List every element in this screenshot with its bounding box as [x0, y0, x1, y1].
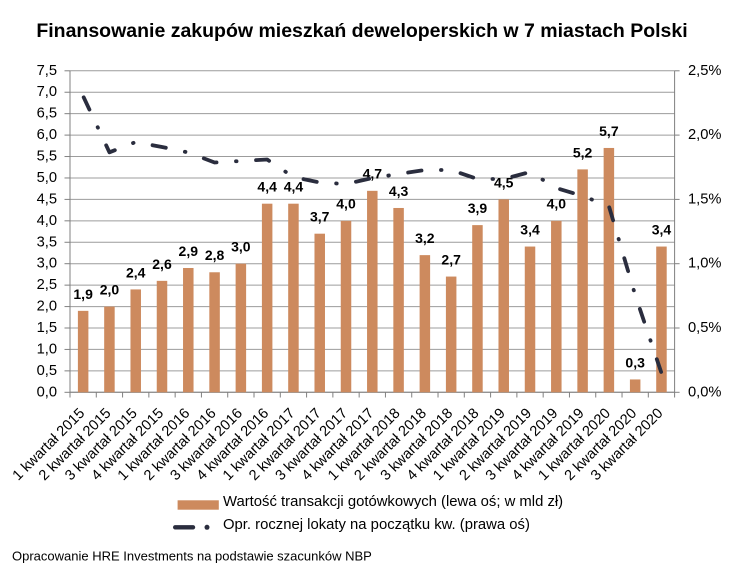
svg-text:4,5: 4,5 [494, 174, 514, 190]
svg-text:2,4: 2,4 [126, 264, 146, 280]
svg-text:1,9: 1,9 [73, 286, 93, 302]
svg-text:4,4: 4,4 [257, 179, 277, 195]
svg-text:7,0: 7,0 [37, 84, 57, 100]
svg-text:Opr. rocznej lokaty na początk: Opr. rocznej lokaty na początku kw. (pra… [223, 517, 530, 533]
svg-text:5,7: 5,7 [599, 123, 619, 139]
svg-text:2,0: 2,0 [37, 299, 57, 315]
svg-text:Wartość transakcji gotówkowych: Wartość transakcji gotówkowych (lewa oś;… [223, 494, 563, 510]
svg-text:4,3: 4,3 [389, 183, 409, 199]
svg-text:3,7: 3,7 [310, 209, 330, 225]
svg-text:7,5: 7,5 [37, 63, 57, 79]
svg-text:2,8: 2,8 [205, 247, 225, 263]
svg-text:4,0: 4,0 [37, 213, 57, 229]
svg-text:4,0: 4,0 [547, 196, 567, 212]
svg-text:5,5: 5,5 [37, 149, 57, 165]
svg-text:2,7: 2,7 [441, 251, 461, 267]
svg-text:6,0: 6,0 [37, 127, 57, 143]
svg-text:2,5%: 2,5% [688, 63, 721, 79]
svg-text:4,5: 4,5 [37, 191, 57, 207]
svg-text:1,5%: 1,5% [688, 191, 721, 207]
svg-text:1,5: 1,5 [37, 320, 57, 336]
svg-text:0,5%: 0,5% [688, 320, 721, 336]
svg-text:3,9: 3,9 [468, 200, 488, 216]
svg-text:2,9: 2,9 [179, 243, 199, 259]
svg-text:1,0: 1,0 [37, 341, 57, 357]
svg-text:5,2: 5,2 [573, 144, 593, 160]
svg-text:3,0: 3,0 [231, 239, 251, 255]
svg-text:2,5: 2,5 [37, 277, 57, 293]
svg-text:6,5: 6,5 [37, 106, 57, 122]
svg-text:Finansowanie zakupów mieszkań: Finansowanie zakupów mieszkań dewelopers… [36, 20, 687, 42]
svg-text:4,0: 4,0 [336, 196, 356, 212]
svg-text:3,4: 3,4 [520, 221, 540, 237]
svg-text:2,6: 2,6 [152, 256, 172, 272]
svg-text:2,0%: 2,0% [688, 127, 721, 143]
svg-text:3,4: 3,4 [652, 221, 672, 237]
svg-text:5,0: 5,0 [37, 170, 57, 186]
svg-text:0,0: 0,0 [37, 384, 57, 400]
svg-text:2,0: 2,0 [100, 281, 120, 297]
svg-text:0,5: 0,5 [37, 363, 57, 379]
svg-text:Opracowanie HRE Investments na: Opracowanie HRE Investments na podstawie… [12, 548, 372, 563]
svg-text:3,5: 3,5 [37, 234, 57, 250]
svg-text:0,0%: 0,0% [688, 384, 721, 400]
svg-text:3,2: 3,2 [415, 230, 435, 246]
svg-text:1,0%: 1,0% [688, 256, 721, 272]
svg-text:3,0: 3,0 [37, 256, 57, 272]
svg-text:4,4: 4,4 [284, 179, 304, 195]
svg-text:0,3: 0,3 [625, 354, 645, 370]
